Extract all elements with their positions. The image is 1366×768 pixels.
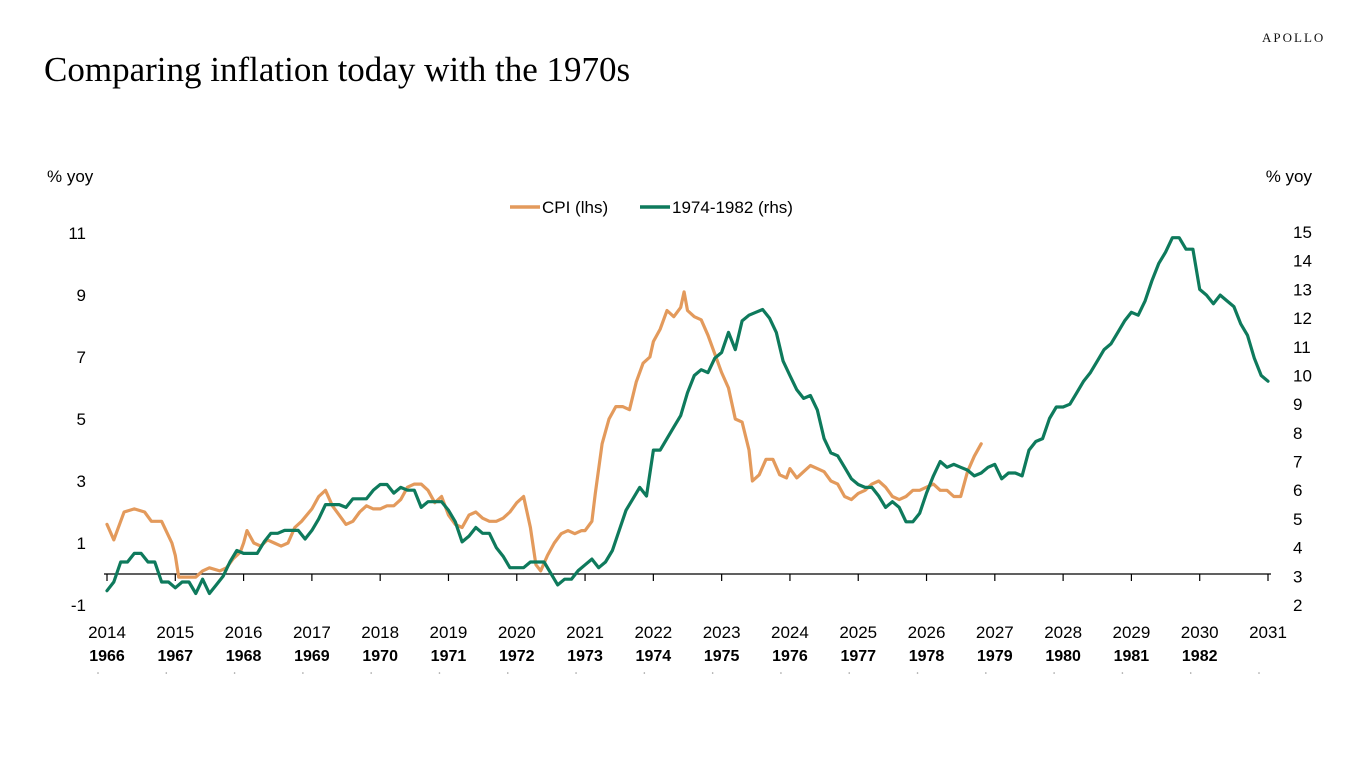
x-tick-label-bottom-9: 1975 xyxy=(704,648,740,665)
series-group xyxy=(105,236,1270,596)
x-tick-label-bottom-16: 1982 xyxy=(1182,648,1218,665)
series-line-0 xyxy=(105,290,983,579)
x-dot-5 xyxy=(438,672,441,674)
x-tick-label-bottom-15: 1981 xyxy=(1114,648,1150,665)
y-axis-label-left: % yoy xyxy=(47,167,94,186)
x-tick-label-top-9: 2023 xyxy=(703,623,741,642)
x-tick-label-top-4: 2018 xyxy=(361,623,399,642)
y-axis-right: 2 3 4 5 6 7 8 9 10 11 12 13 14 15 xyxy=(1293,223,1312,615)
x-tick-label-top-14: 2028 xyxy=(1044,623,1082,642)
x-tick-label-top-11: 2025 xyxy=(839,623,877,642)
y-tick-right-1: 3 xyxy=(1293,567,1302,586)
y-tick-right-6: 8 xyxy=(1293,424,1302,443)
x-tick-label-top-5: 2019 xyxy=(430,623,468,642)
x-dot-16 xyxy=(1189,672,1192,674)
y-tick-left-5: 9 xyxy=(77,286,86,305)
x-tick-label-top-15: 2029 xyxy=(1112,623,1150,642)
x-tick-label-top-1: 2015 xyxy=(156,623,194,642)
y-tick-left-3: 5 xyxy=(77,410,86,429)
x-tick-label-bottom-3: 1969 xyxy=(294,648,330,665)
x-dot-10 xyxy=(780,672,782,674)
x-dot-3 xyxy=(302,672,304,674)
y-tick-right-7: 9 xyxy=(1293,395,1302,414)
x-dot-2 xyxy=(233,672,236,674)
x-dot-4 xyxy=(370,672,372,674)
x-tick-label-top-16: 2030 xyxy=(1181,623,1219,642)
x-tick-label-bottom-14: 1980 xyxy=(1045,648,1081,665)
y-tick-right-11: 13 xyxy=(1293,280,1312,299)
x-axis: 2014 2015 2016 2017 2018 2019 2020 2021 2022 2023… xyxy=(88,573,1287,674)
y-tick-left-6: 11 xyxy=(68,224,86,243)
x-tick-label-bottom-5: 1971 xyxy=(431,648,467,665)
x-tick-label-top-13: 2027 xyxy=(976,623,1014,642)
x-tick-label-top-10: 2024 xyxy=(771,623,809,642)
x-tick-label-bottom-13: 1979 xyxy=(977,648,1013,665)
x-tick-label-top-7: 2021 xyxy=(566,623,604,642)
x-tick-label-bottom-7: 1973 xyxy=(567,648,603,665)
y-tick-right-13: 15 xyxy=(1293,223,1312,242)
series-line-1 xyxy=(105,236,1270,596)
legend: CPI (lhs) 1974-1982 (rhs) xyxy=(510,198,793,217)
x-tick-label-top-0: 2014 xyxy=(88,623,126,642)
x-dot-11 xyxy=(848,672,851,674)
y-tick-right-5: 7 xyxy=(1293,453,1302,472)
x-tick-label-bottom-11: 1977 xyxy=(840,648,876,665)
x-tick-label-top-17: 2031 xyxy=(1249,623,1287,642)
x-tick-label-top-6: 2020 xyxy=(498,623,536,642)
x-dot-17 xyxy=(1258,672,1260,674)
x-dot-0 xyxy=(97,672,99,674)
y-tick-right-4: 6 xyxy=(1293,481,1302,500)
y-tick-left-0: -1 xyxy=(71,596,86,615)
y-tick-left-4: 7 xyxy=(77,348,86,367)
x-tick-label-bottom-12: 1978 xyxy=(909,648,945,665)
x-tick-label-top-2: 2016 xyxy=(225,623,263,642)
y-tick-left-2: 3 xyxy=(77,472,86,491)
x-dot-13 xyxy=(985,672,987,674)
y-tick-right-8: 10 xyxy=(1293,366,1312,385)
legend-label-0: CPI (lhs) xyxy=(542,198,608,217)
chart-title: Comparing inflation today with the 1970s xyxy=(44,50,631,89)
y-tick-right-0: 2 xyxy=(1293,596,1302,615)
x-tick-label-bottom-10: 1976 xyxy=(772,648,808,665)
x-dot-14 xyxy=(1053,672,1055,674)
x-dot-6 xyxy=(506,672,509,674)
x-tick-label-bottom-6: 1972 xyxy=(499,648,535,665)
x-tick-label-top-3: 2017 xyxy=(293,623,331,642)
x-dot-15 xyxy=(1121,672,1124,674)
x-tick-label-bottom-4: 1970 xyxy=(362,648,398,665)
x-tick-label-bottom-2: 1968 xyxy=(226,648,262,665)
x-tick-label-top-12: 2026 xyxy=(908,623,946,642)
x-dot-8 xyxy=(643,672,646,674)
x-dot-12 xyxy=(916,672,919,674)
y-tick-right-9: 11 xyxy=(1293,338,1311,357)
legend-label-1: 1974-1982 (rhs) xyxy=(672,198,793,217)
x-dot-7 xyxy=(575,672,577,674)
x-tick-label-top-8: 2022 xyxy=(634,623,672,642)
x-tick-label-bottom-1: 1967 xyxy=(157,648,193,665)
y-axis-left: -1 1 3 5 7 9 11 xyxy=(68,224,86,615)
brand-logo: APOLLO xyxy=(1262,30,1326,45)
x-dot-1 xyxy=(165,672,168,674)
y-tick-right-12: 14 xyxy=(1293,252,1312,271)
y-tick-right-2: 4 xyxy=(1293,539,1302,558)
y-axis-label-right: % yoy xyxy=(1266,167,1313,186)
x-dot-9 xyxy=(711,672,714,674)
y-tick-left-1: 1 xyxy=(77,534,86,553)
y-tick-right-3: 5 xyxy=(1293,510,1302,529)
x-tick-label-bottom-8: 1974 xyxy=(636,648,672,665)
y-tick-right-10: 12 xyxy=(1293,309,1312,328)
x-tick-label-bottom-0: 1966 xyxy=(89,648,125,665)
